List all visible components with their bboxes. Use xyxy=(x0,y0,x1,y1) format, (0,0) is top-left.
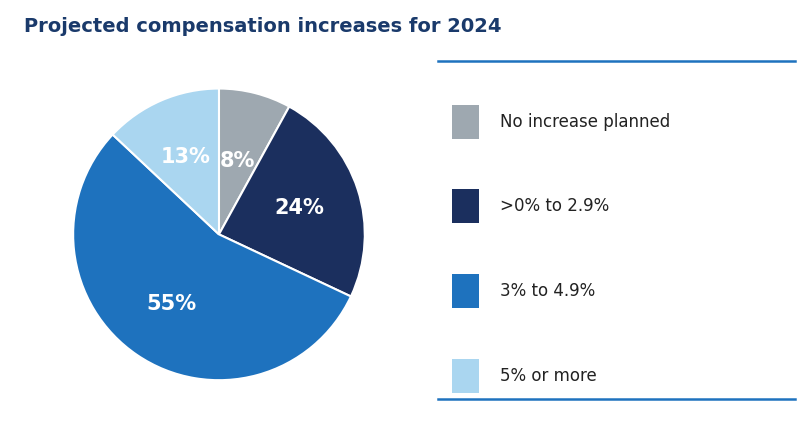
Text: 24%: 24% xyxy=(274,198,324,218)
Wedge shape xyxy=(219,89,290,234)
Text: 13%: 13% xyxy=(161,147,210,167)
Text: Projected compensation increases for 2024: Projected compensation increases for 202… xyxy=(24,17,502,36)
Bar xyxy=(453,189,479,223)
Wedge shape xyxy=(73,135,351,380)
Text: >0% to 2.9%: >0% to 2.9% xyxy=(500,197,610,215)
Bar xyxy=(453,105,479,138)
Text: No increase planned: No increase planned xyxy=(500,113,671,131)
Text: 3% to 4.9%: 3% to 4.9% xyxy=(500,282,595,300)
Text: 5% or more: 5% or more xyxy=(500,367,597,385)
Wedge shape xyxy=(113,89,219,234)
Text: 8%: 8% xyxy=(220,151,255,171)
Text: 55%: 55% xyxy=(146,294,196,314)
Bar xyxy=(453,274,479,308)
Wedge shape xyxy=(219,107,365,296)
Bar xyxy=(453,358,479,392)
